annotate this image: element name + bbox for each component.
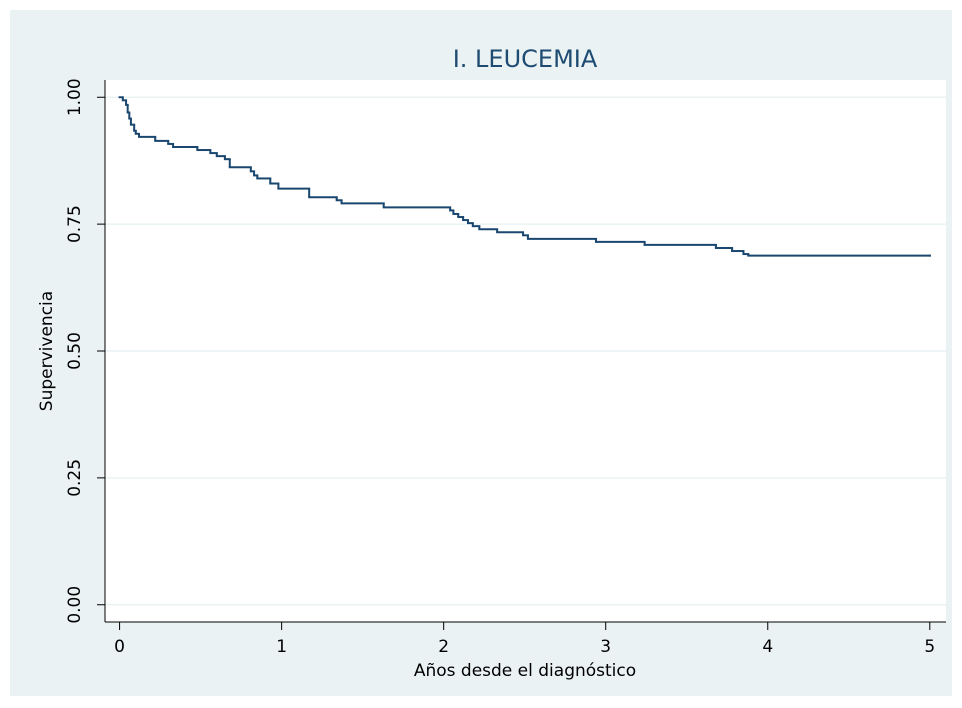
y-tick-label: 0.75 (65, 205, 85, 243)
y-tick-label: 0.00 (65, 586, 85, 624)
x-axis-label: Años desde el diagnóstico (414, 661, 636, 681)
y-tick-label: 0.50 (65, 332, 85, 370)
y-tick-label: 1.00 (65, 78, 85, 116)
chart-title: I. LEUCEMIA (453, 45, 598, 73)
x-tick-label: 2 (438, 637, 449, 657)
x-tick-label: 0 (114, 637, 125, 657)
y-axis-label: Supervivencia (37, 291, 57, 411)
y-tick-label: 0.25 (65, 459, 85, 497)
x-tick-label: 3 (600, 637, 611, 657)
x-tick-label: 1 (276, 637, 287, 657)
x-tick-label: 4 (762, 637, 773, 657)
x-tick-label: 5 (924, 637, 935, 657)
